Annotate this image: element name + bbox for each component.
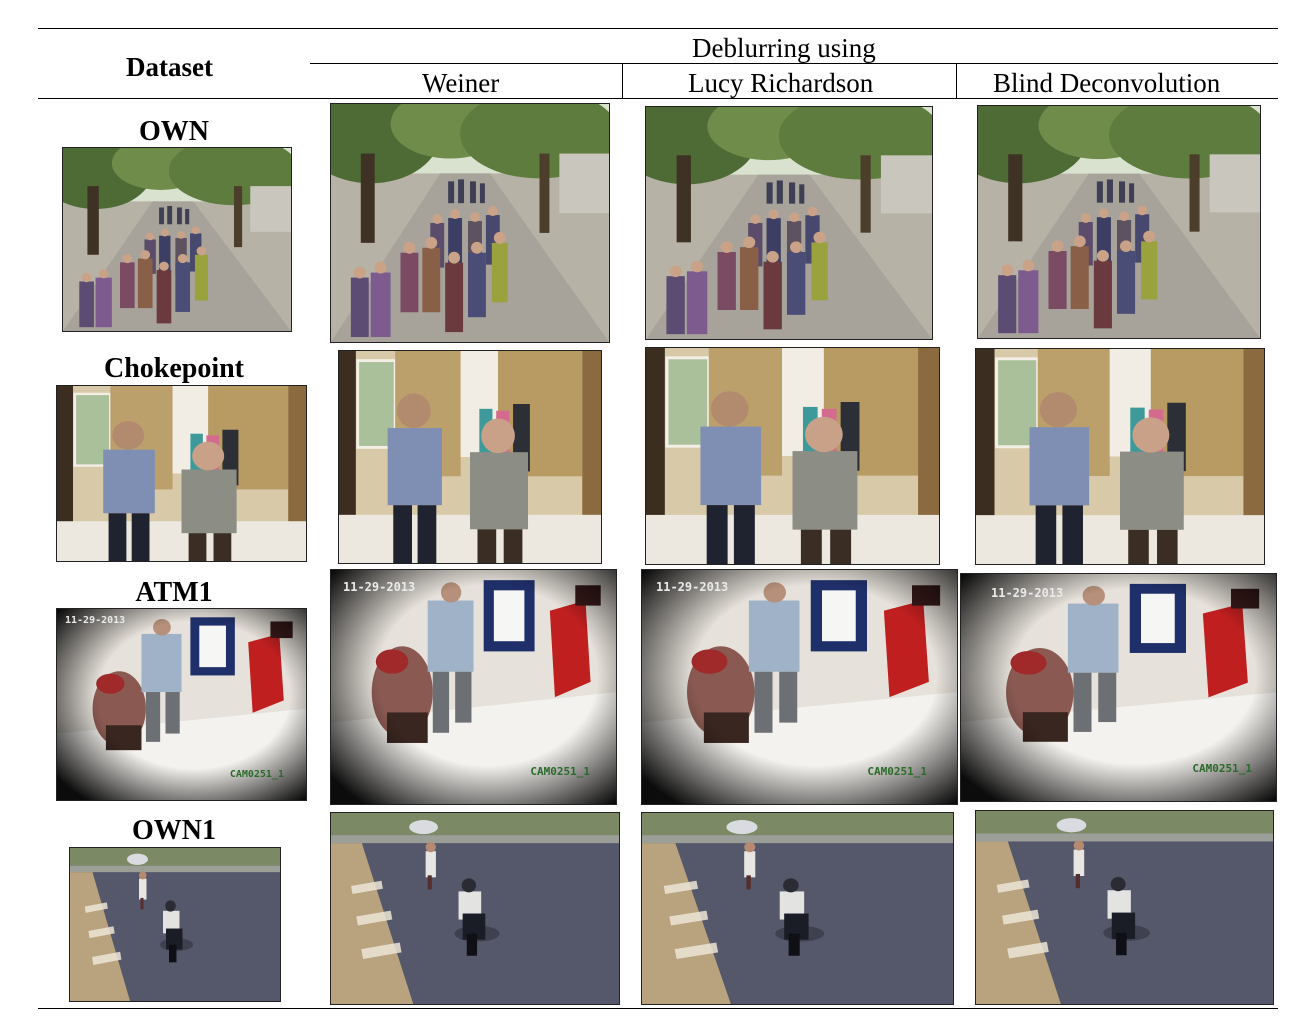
image-chokepoint-lucy-richardson [645, 347, 940, 565]
image-atm1-lucy-richardson: 11-29-2013 CAM0251_1 [641, 569, 958, 805]
top-rule [38, 28, 1278, 29]
method-separator-1 [622, 64, 623, 98]
dataset-header: Dataset [126, 52, 213, 82]
image-own1-lucy-richardson [641, 812, 954, 1005]
image-atm1-original: 11-29-2013 CAM0251_1 [56, 608, 307, 801]
image-chokepoint-blind-deconvolution [975, 348, 1265, 565]
header-bottom-rule [38, 98, 1278, 99]
image-atm1-blind-deconvolution: 11-29-2013 CAM0251_1 [960, 573, 1277, 802]
atm-overlay-date: 11-29-2013 [991, 586, 1064, 600]
atm-overlay-date: 11-29-2013 [343, 580, 416, 594]
bottom-rule [38, 1008, 1278, 1009]
group-underline [310, 63, 1278, 64]
dataset-label-atm1: ATM1 [135, 577, 213, 608]
atm-overlay-date: 11-29-2013 [656, 580, 729, 594]
atm-overlay-date: 11-29-2013 [65, 615, 126, 626]
dataset-label-chokepoint: Chokepoint [103, 353, 245, 384]
method-header-blind-deconvolution: Blind Deconvolution [993, 68, 1221, 98]
image-chokepoint-weiner [338, 350, 602, 564]
method-header-weiner: Weiner [422, 68, 500, 98]
method-separator-2 [956, 64, 957, 98]
dataset-label-own: OWN [139, 116, 209, 147]
image-own1-original [69, 847, 281, 1002]
image-own-original [62, 147, 292, 332]
image-own1-weiner [330, 812, 620, 1005]
atm-overlay-cam: CAM0251_1 [530, 765, 590, 778]
group-header: Deblurring using [692, 33, 876, 63]
atm-overlay-cam: CAM0251_1 [1192, 762, 1252, 775]
atm-overlay-cam: CAM0251_1 [229, 769, 284, 780]
image-own-weiner [330, 103, 610, 343]
image-own-blind-deconvolution [977, 105, 1261, 339]
image-atm1-weiner: 11-29-2013 CAM0251_1 [330, 569, 617, 805]
method-header-lucy-richardson: Lucy Richardson [688, 68, 874, 98]
atm-overlay-cam: CAM0251_1 [867, 765, 927, 778]
dataset-label-own1: OWN1 [132, 815, 216, 846]
image-chokepoint-original [56, 385, 307, 562]
image-own1-blind-deconvolution [975, 810, 1274, 1005]
image-own-lucy-richardson [645, 106, 933, 340]
